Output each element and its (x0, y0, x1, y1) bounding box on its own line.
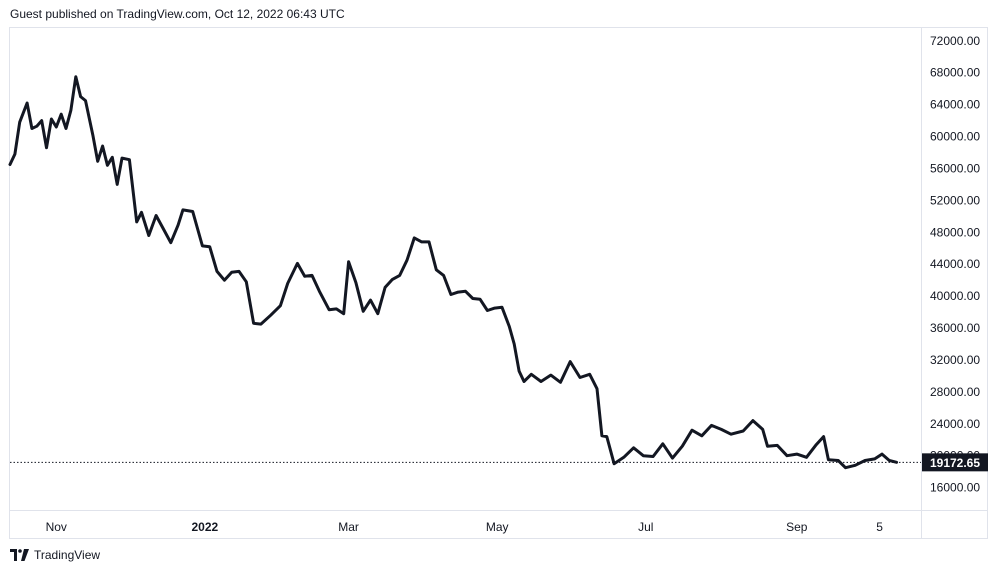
chart-frame (9, 27, 988, 539)
x-tick-label: 2022 (192, 520, 219, 534)
tradingview-brand-text: TradingView (34, 548, 101, 562)
y-tick-label: 36000.00 (930, 321, 980, 335)
y-tick-label: 64000.00 (930, 98, 980, 112)
y-tick-label: 32000.00 (930, 353, 980, 367)
y-tick-label: 44000.00 (930, 257, 980, 271)
price-series-line (8, 75, 899, 470)
y-tick-label: 40000.00 (930, 289, 980, 303)
last-price-label-text: 19172.65 (930, 456, 980, 470)
last-price-label-bg (922, 453, 988, 472)
y-tick-label: 60000.00 (930, 130, 980, 144)
y-tick-label: 28000.00 (930, 385, 980, 399)
y-tick-label: 72000.00 (930, 34, 980, 48)
x-tick-label: Nov (46, 520, 67, 534)
y-tick-label: 52000.00 (930, 193, 980, 207)
last-price-label: 19172.65 (922, 453, 988, 472)
y-tick-label: 68000.00 (930, 66, 980, 80)
x-tick-label: Mar (338, 520, 359, 534)
price-axis[interactable]: 16000.0020000.0024000.0028000.0032000.00… (930, 34, 980, 495)
tradingview-logo-icon (10, 549, 29, 561)
publisher-header: Guest published on TradingView.com, Oct … (10, 7, 345, 21)
y-tick-label: 16000.00 (930, 481, 980, 495)
x-tick-label: Sep (786, 520, 808, 534)
y-tick-label: 24000.00 (930, 417, 980, 431)
y-tick-label: 48000.00 (930, 225, 980, 239)
x-tick-label: Jul (638, 520, 653, 534)
time-axis[interactable]: Nov 2022 Mar May Jul Sep 5 (46, 520, 884, 534)
x-tick-label: 5 (876, 520, 883, 534)
y-tick-label: 56000.00 (930, 161, 980, 175)
x-tick-label: May (486, 520, 509, 534)
tradingview-brand[interactable]: TradingView (10, 547, 100, 563)
